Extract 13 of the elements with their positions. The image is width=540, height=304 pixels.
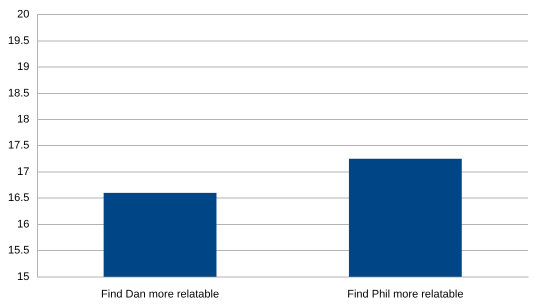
y-tick-label: 15 — [17, 270, 30, 283]
y-tick-label: 16.5 — [8, 192, 30, 204]
y-tick-label: 18 — [17, 114, 30, 126]
y-tick-label: 19.5 — [8, 34, 30, 47]
y-tick-label: 16 — [17, 218, 30, 230]
y-tick-label: 20 — [17, 8, 30, 21]
y-tick-label: 19 — [17, 61, 30, 74]
x-tick-label: Find Phil more relatable — [347, 288, 464, 300]
y-tick-label: 17.5 — [8, 140, 30, 152]
y-tick-label: 18.5 — [8, 87, 30, 100]
y-tick-label: 15.5 — [8, 244, 30, 257]
x-tick-label: Find Dan more relatable — [101, 288, 220, 300]
y-tick-label: 17 — [17, 166, 30, 178]
